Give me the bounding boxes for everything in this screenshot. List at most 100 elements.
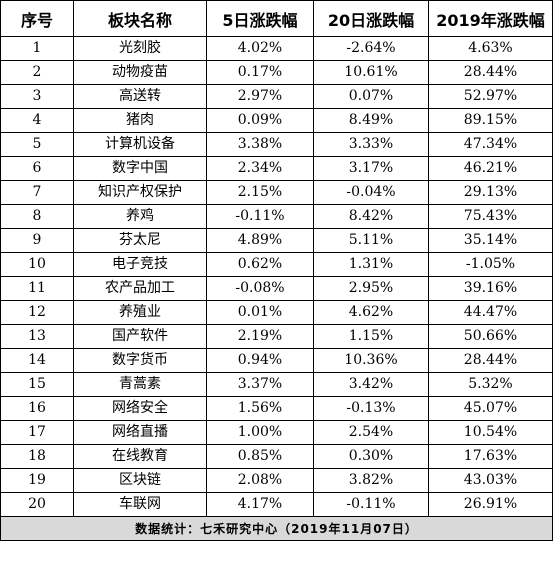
change-2019-cell: 39.16% bbox=[428, 276, 553, 301]
change-20day-cell: -0.13% bbox=[313, 396, 429, 421]
change-20day-cell: 0.07% bbox=[313, 84, 429, 109]
table-row: 6 数字中国 2.34% 3.17% 46.21% bbox=[0, 156, 553, 181]
table-row: 19 区块链 2.08% 3.82% 43.03% bbox=[0, 468, 553, 493]
table-row: 16 网络安全 1.56% -0.13% 45.07% bbox=[0, 396, 553, 421]
sector-name-cell: 青蒿素 bbox=[73, 372, 207, 397]
index-cell: 9 bbox=[0, 228, 74, 253]
table-row: 9 芬太尼 4.89% 5.11% 35.14% bbox=[0, 228, 553, 253]
index-cell: 6 bbox=[0, 156, 74, 181]
change-20day-cell: -0.04% bbox=[313, 180, 429, 205]
header-5day-change: 5日涨跌幅 bbox=[206, 0, 314, 37]
table-row: 4 猪肉 0.09% 8.49% 89.15% bbox=[0, 108, 553, 133]
sector-name-cell: 猪肉 bbox=[73, 108, 207, 133]
change-5day-cell: 3.38% bbox=[206, 132, 314, 157]
sector-name-cell: 养鸡 bbox=[73, 204, 207, 229]
sector-name-cell: 高送转 bbox=[73, 84, 207, 109]
index-cell: 2 bbox=[0, 60, 74, 85]
change-5day-cell: -0.08% bbox=[206, 276, 314, 301]
table-body: 1 光刻胶 4.02% -2.64% 4.63% 2 动物疫苗 0.17% 10.61% 28.4… bbox=[0, 36, 553, 517]
sector-name-cell: 车联网 bbox=[73, 492, 207, 517]
change-5day-cell: 2.15% bbox=[206, 180, 314, 205]
index-cell: 16 bbox=[0, 396, 74, 421]
sector-name-cell: 区块链 bbox=[73, 468, 207, 493]
change-20day-cell: 1.31% bbox=[313, 252, 429, 277]
change-2019-cell: 28.44% bbox=[428, 348, 553, 373]
sector-name-cell: 国产软件 bbox=[73, 324, 207, 349]
index-cell: 3 bbox=[0, 84, 74, 109]
sector-name-cell: 网络直播 bbox=[73, 420, 207, 445]
sector-name-cell: 芬太尼 bbox=[73, 228, 207, 253]
change-2019-cell: 28.44% bbox=[428, 60, 553, 85]
change-2019-cell: 26.91% bbox=[428, 492, 553, 517]
table-row: 18 在线教育 0.85% 0.30% 17.63% bbox=[0, 444, 553, 469]
table-row: 14 数字货币 0.94% 10.36% 28.44% bbox=[0, 348, 553, 373]
sector-name-cell: 知识产权保护 bbox=[73, 180, 207, 205]
table-row: 2 动物疫苗 0.17% 10.61% 28.44% bbox=[0, 60, 553, 85]
change-20day-cell: 2.95% bbox=[313, 276, 429, 301]
change-5day-cell: 4.17% bbox=[206, 492, 314, 517]
table-row: 15 青蒿素 3.37% 3.42% 5.32% bbox=[0, 372, 553, 397]
change-20day-cell: 1.15% bbox=[313, 324, 429, 349]
change-5day-cell: 4.02% bbox=[206, 36, 314, 61]
change-2019-cell: 43.03% bbox=[428, 468, 553, 493]
change-5day-cell: 2.19% bbox=[206, 324, 314, 349]
sector-name-cell: 在线教育 bbox=[73, 444, 207, 469]
table-row: 20 车联网 4.17% -0.11% 26.91% bbox=[0, 492, 553, 517]
change-5day-cell: 1.00% bbox=[206, 420, 314, 445]
change-5day-cell: 0.09% bbox=[206, 108, 314, 133]
table-row: 3 高送转 2.97% 0.07% 52.97% bbox=[0, 84, 553, 109]
change-5day-cell: 3.37% bbox=[206, 372, 314, 397]
table-row: 8 养鸡 -0.11% 8.42% 75.43% bbox=[0, 204, 553, 229]
change-5day-cell: 2.08% bbox=[206, 468, 314, 493]
sector-name-cell: 动物疫苗 bbox=[73, 60, 207, 85]
change-2019-cell: 52.97% bbox=[428, 84, 553, 109]
change-20day-cell: -2.64% bbox=[313, 36, 429, 61]
change-5day-cell: 4.89% bbox=[206, 228, 314, 253]
change-5day-cell: 0.01% bbox=[206, 300, 314, 325]
change-2019-cell: 75.43% bbox=[428, 204, 553, 229]
change-2019-cell: 29.13% bbox=[428, 180, 553, 205]
change-2019-cell: 47.34% bbox=[428, 132, 553, 157]
change-2019-cell: 44.47% bbox=[428, 300, 553, 325]
sector-performance-table: 序号 板块名称 5日涨跌幅 20日涨跌幅 2019年涨跌幅 1 光刻胶 4.02% -… bbox=[0, 0, 553, 541]
change-20day-cell: 3.82% bbox=[313, 468, 429, 493]
header-index: 序号 bbox=[0, 0, 74, 37]
change-20day-cell: 8.42% bbox=[313, 204, 429, 229]
table-row: 12 养殖业 0.01% 4.62% 44.47% bbox=[0, 300, 553, 325]
table-row: 13 国产软件 2.19% 1.15% 50.66% bbox=[0, 324, 553, 349]
change-20day-cell: 10.36% bbox=[313, 348, 429, 373]
sector-name-cell: 计算机设备 bbox=[73, 132, 207, 157]
index-cell: 12 bbox=[0, 300, 74, 325]
table-row: 5 计算机设备 3.38% 3.33% 47.34% bbox=[0, 132, 553, 157]
change-2019-cell: 10.54% bbox=[428, 420, 553, 445]
change-20day-cell: 2.54% bbox=[313, 420, 429, 445]
change-5day-cell: 0.94% bbox=[206, 348, 314, 373]
index-cell: 15 bbox=[0, 372, 74, 397]
index-cell: 4 bbox=[0, 108, 74, 133]
change-20day-cell: 5.11% bbox=[313, 228, 429, 253]
index-cell: 17 bbox=[0, 420, 74, 445]
index-cell: 19 bbox=[0, 468, 74, 493]
change-2019-cell: 89.15% bbox=[428, 108, 553, 133]
index-cell: 8 bbox=[0, 204, 74, 229]
change-2019-cell: 50.66% bbox=[428, 324, 553, 349]
index-cell: 10 bbox=[0, 252, 74, 277]
table-row: 1 光刻胶 4.02% -2.64% 4.63% bbox=[0, 36, 553, 61]
index-cell: 1 bbox=[0, 36, 74, 61]
change-2019-cell: 35.14% bbox=[428, 228, 553, 253]
data-source-note: 数据统计：七禾研究中心（2019年11月07日） bbox=[0, 516, 553, 541]
change-2019-cell: 46.21% bbox=[428, 156, 553, 181]
sector-name-cell: 农产品加工 bbox=[73, 276, 207, 301]
change-2019-cell: 4.63% bbox=[428, 36, 553, 61]
change-20day-cell: 4.62% bbox=[313, 300, 429, 325]
index-cell: 20 bbox=[0, 492, 74, 517]
header-20day-change: 20日涨跌幅 bbox=[313, 0, 429, 37]
change-5day-cell: 0.85% bbox=[206, 444, 314, 469]
change-2019-cell: 5.32% bbox=[428, 372, 553, 397]
table-row: 11 农产品加工 -0.08% 2.95% 39.16% bbox=[0, 276, 553, 301]
index-cell: 18 bbox=[0, 444, 74, 469]
change-2019-cell: -1.05% bbox=[428, 252, 553, 277]
table-row: 7 知识产权保护 2.15% -0.04% 29.13% bbox=[0, 180, 553, 205]
table-row: 17 网络直播 1.00% 2.54% 10.54% bbox=[0, 420, 553, 445]
header-sector-name: 板块名称 bbox=[73, 0, 207, 37]
